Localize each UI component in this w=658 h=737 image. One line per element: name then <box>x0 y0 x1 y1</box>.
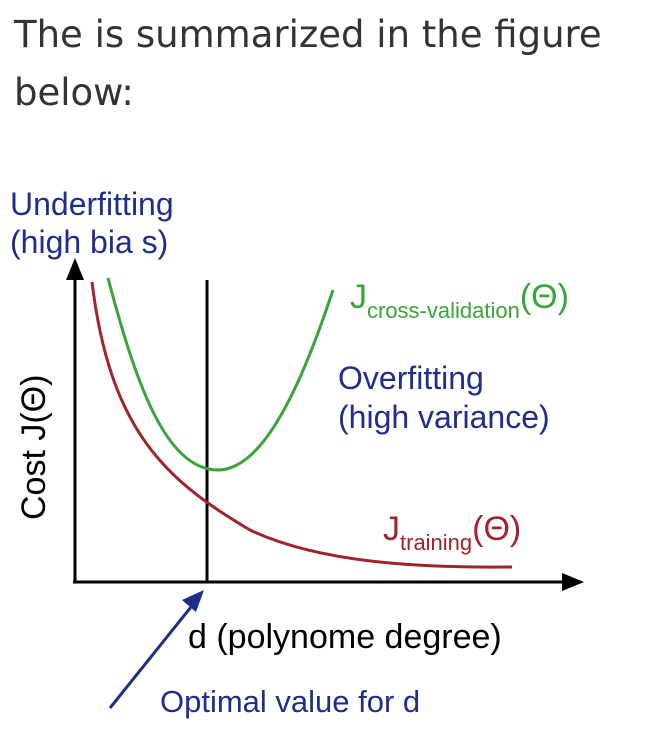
optimal-arrowhead <box>182 590 204 612</box>
train-theta: (Θ) <box>472 510 521 548</box>
training-curve <box>90 281 513 569</box>
train-J: J <box>383 510 400 548</box>
high-bias-label: (high bia s) <box>10 224 168 260</box>
overfitting-label: Overfitting <box>338 360 484 396</box>
cv-subscript: cross-validation <box>367 298 520 323</box>
cross-validation-curve <box>106 277 335 472</box>
intro-line-1: The is summarized in the figure <box>14 13 602 56</box>
y-axis-arrowhead <box>66 258 84 280</box>
optimal-arrow <box>108 601 197 709</box>
underfitting-label: Underfitting <box>10 186 174 222</box>
high-variance-label: (high variance) <box>338 399 550 435</box>
cv-cost-label: Jcross-validation(Θ) <box>350 278 569 323</box>
train-subscript: training <box>400 530 472 555</box>
optimal-value-label: Optimal value for d <box>160 684 420 719</box>
cv-J: J <box>350 278 367 316</box>
x-axis-label: d (polynome degree) <box>188 618 502 656</box>
intro-text: The is summarized in the figure below: <box>14 6 644 122</box>
x-axis-arrowhead <box>562 573 584 591</box>
intro-line-2: below: <box>14 71 134 114</box>
y-axis-label: Cost J(Θ) <box>15 375 53 520</box>
training-cost-label: Jtraining(Θ) <box>383 510 521 555</box>
cv-theta: (Θ) <box>520 278 569 316</box>
